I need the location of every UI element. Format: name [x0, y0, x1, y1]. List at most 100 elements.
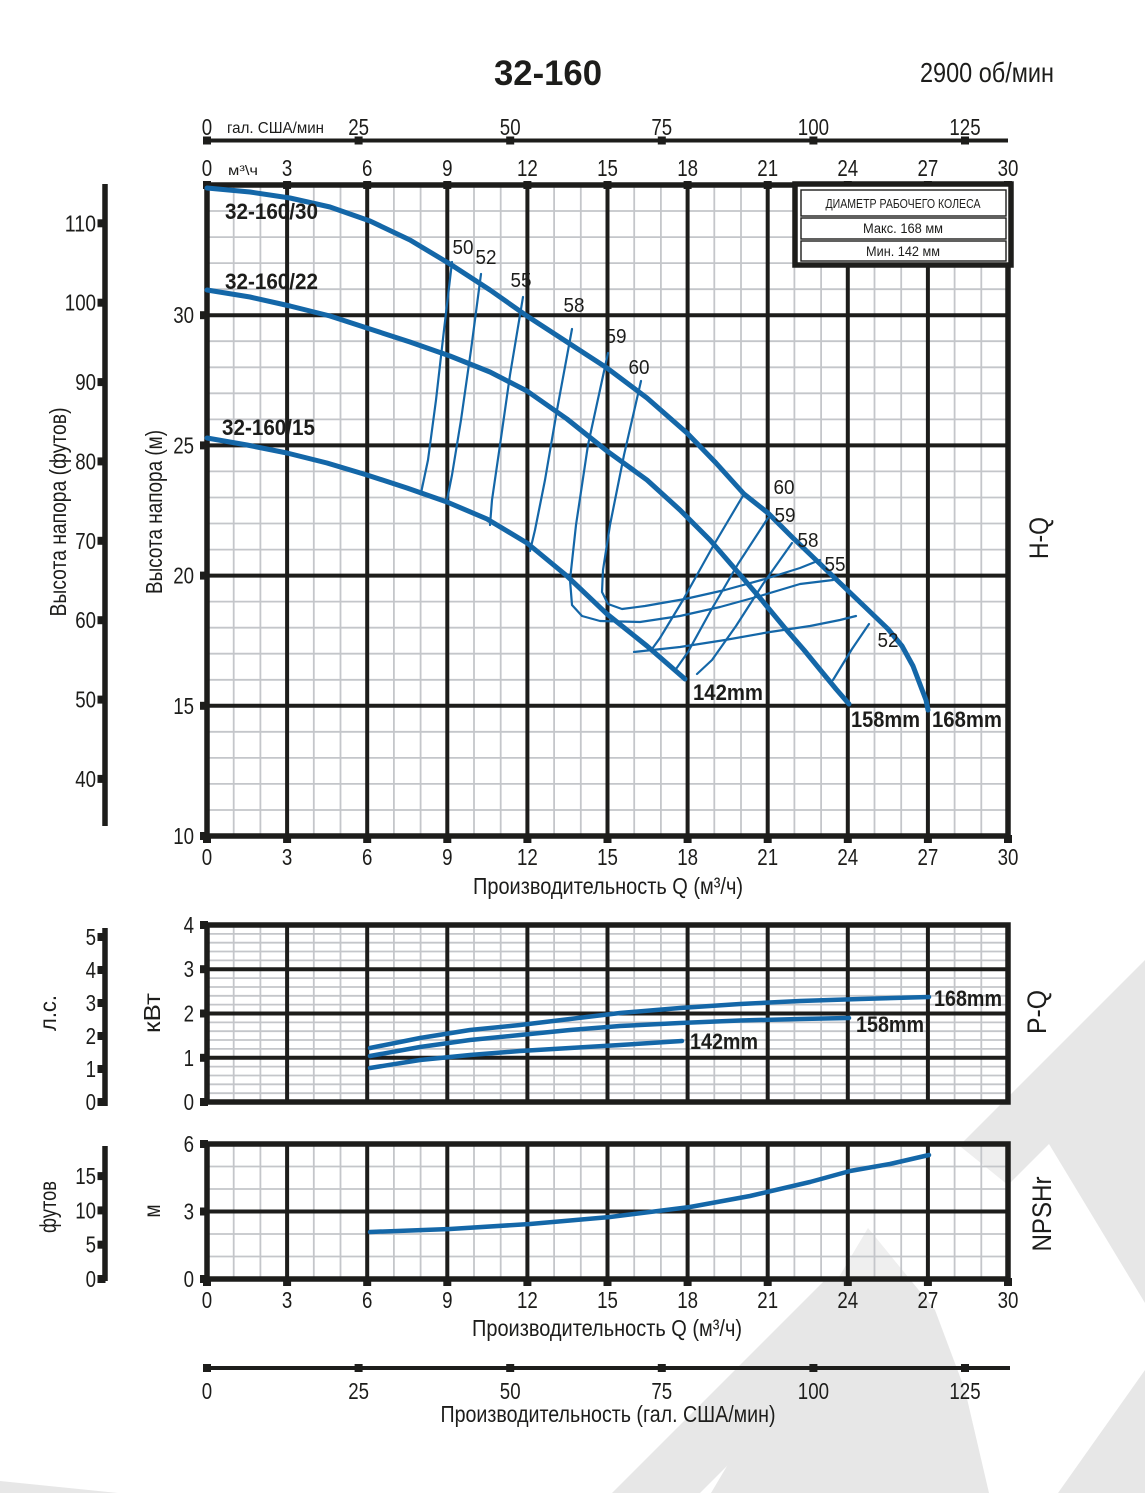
- svg-text:15: 15: [75, 1163, 96, 1189]
- svg-text:100: 100: [65, 290, 96, 316]
- svg-text:6: 6: [362, 1287, 372, 1313]
- svg-text:6: 6: [362, 844, 372, 870]
- svg-text:75: 75: [651, 1378, 672, 1404]
- svg-text:30: 30: [998, 155, 1019, 181]
- svg-text:5: 5: [86, 924, 96, 950]
- svg-text:50: 50: [75, 687, 96, 713]
- svg-text:1: 1: [86, 1056, 96, 1082]
- svg-text:55: 55: [825, 554, 846, 576]
- svg-text:5: 5: [86, 1232, 96, 1258]
- svg-text:32-160: 32-160: [494, 54, 602, 93]
- svg-text:1: 1: [184, 1045, 194, 1071]
- svg-text:20: 20: [173, 563, 194, 589]
- svg-text:100: 100: [798, 1378, 829, 1404]
- svg-text:142mm: 142mm: [690, 1029, 758, 1054]
- svg-text:75: 75: [651, 114, 672, 140]
- svg-text:60: 60: [75, 607, 96, 633]
- svg-text:10: 10: [75, 1197, 96, 1223]
- svg-text:32-160/30: 32-160/30: [225, 199, 318, 224]
- svg-text:3: 3: [282, 155, 292, 181]
- svg-text:0: 0: [184, 1266, 194, 1292]
- svg-text:142mm: 142mm: [693, 680, 763, 705]
- svg-text:80: 80: [75, 448, 96, 474]
- svg-text:168mm: 168mm: [934, 986, 1002, 1011]
- svg-text:158mm: 158mm: [856, 1012, 924, 1037]
- svg-text:70: 70: [75, 528, 96, 554]
- svg-text:м: м: [139, 1205, 165, 1218]
- svg-text:Высота напора (футов): Высота напора (футов): [45, 408, 71, 617]
- svg-text:32-160/15: 32-160/15: [222, 415, 315, 440]
- svg-text:0: 0: [86, 1089, 96, 1115]
- svg-text:50: 50: [500, 114, 521, 140]
- svg-text:15: 15: [597, 844, 618, 870]
- svg-text:25: 25: [348, 1378, 369, 1404]
- svg-text:90: 90: [75, 369, 96, 395]
- svg-text:60: 60: [629, 357, 650, 379]
- svg-text:Производительность Q (м³/ч): Производительность Q (м³/ч): [472, 1315, 742, 1341]
- svg-text:4: 4: [184, 912, 195, 938]
- svg-text:л.с.: л.с.: [35, 995, 61, 1031]
- svg-text:3: 3: [282, 844, 292, 870]
- svg-text:40: 40: [75, 766, 96, 792]
- svg-text:6: 6: [362, 155, 372, 181]
- svg-text:0: 0: [202, 844, 212, 870]
- svg-text:2900 об/мин: 2900 об/мин: [920, 57, 1054, 88]
- svg-text:168mm: 168mm: [932, 707, 1002, 732]
- svg-text:м³\ч: м³\ч: [228, 162, 258, 178]
- svg-text:18: 18: [677, 1287, 698, 1313]
- svg-text:24: 24: [837, 155, 858, 181]
- svg-text:12: 12: [517, 1287, 538, 1313]
- svg-text:24: 24: [837, 844, 858, 870]
- svg-text:3: 3: [184, 956, 194, 982]
- svg-text:Производительность Q (м³/ч): Производительность Q (м³/ч): [473, 873, 743, 899]
- svg-text:ДИАМЕТР РАБОЧЕГО КОЛЕСА: ДИАМЕТР РАБОЧЕГО КОЛЕСА: [826, 197, 982, 211]
- svg-text:58: 58: [564, 295, 585, 317]
- svg-text:52: 52: [878, 630, 899, 652]
- svg-text:NPSHr: NPSHr: [1027, 1177, 1057, 1252]
- svg-text:3: 3: [86, 990, 96, 1016]
- svg-text:гал. США/мин: гал. США/мин: [227, 120, 324, 137]
- svg-text:0: 0: [202, 114, 212, 140]
- svg-text:Производительность (гал. США/м: Производительность (гал. США/мин): [441, 1401, 776, 1427]
- svg-text:6: 6: [184, 1131, 194, 1157]
- svg-text:9: 9: [442, 1287, 452, 1313]
- svg-text:H-Q: H-Q: [1024, 517, 1054, 559]
- svg-text:52: 52: [476, 247, 497, 269]
- svg-text:30: 30: [173, 302, 194, 328]
- svg-text:27: 27: [918, 1287, 939, 1313]
- svg-text:25: 25: [348, 114, 369, 140]
- svg-text:0: 0: [202, 1378, 212, 1404]
- svg-text:18: 18: [677, 155, 698, 181]
- svg-text:21: 21: [757, 1287, 778, 1313]
- svg-text:32-160/22: 32-160/22: [225, 269, 318, 294]
- svg-text:125: 125: [949, 1378, 980, 1404]
- svg-text:Макс. 168 мм: Макс. 168 мм: [863, 221, 943, 236]
- svg-text:55: 55: [511, 270, 532, 292]
- svg-text:21: 21: [757, 155, 778, 181]
- svg-text:9: 9: [442, 155, 452, 181]
- svg-text:21: 21: [757, 844, 778, 870]
- svg-text:27: 27: [918, 155, 939, 181]
- svg-text:3: 3: [282, 1287, 292, 1313]
- svg-text:50: 50: [453, 237, 474, 259]
- svg-text:125: 125: [949, 114, 980, 140]
- svg-text:Мин. 142 мм: Мин. 142 мм: [866, 244, 940, 259]
- svg-text:2: 2: [86, 1023, 96, 1049]
- svg-text:58: 58: [798, 530, 819, 552]
- svg-text:30: 30: [998, 844, 1019, 870]
- svg-text:100: 100: [798, 114, 829, 140]
- svg-text:110: 110: [65, 210, 96, 236]
- svg-text:15: 15: [173, 693, 194, 719]
- svg-text:12: 12: [517, 155, 538, 181]
- svg-text:кВт: кВт: [139, 992, 165, 1033]
- svg-text:60: 60: [774, 477, 795, 499]
- svg-text:2: 2: [184, 1001, 194, 1027]
- svg-text:9: 9: [442, 844, 452, 870]
- svg-text:27: 27: [918, 844, 939, 870]
- svg-text:3: 3: [184, 1199, 194, 1225]
- svg-text:0: 0: [86, 1266, 96, 1292]
- svg-text:30: 30: [998, 1287, 1019, 1313]
- svg-text:15: 15: [597, 1287, 618, 1313]
- svg-text:0: 0: [202, 155, 212, 181]
- svg-text:P-Q: P-Q: [1022, 990, 1052, 1034]
